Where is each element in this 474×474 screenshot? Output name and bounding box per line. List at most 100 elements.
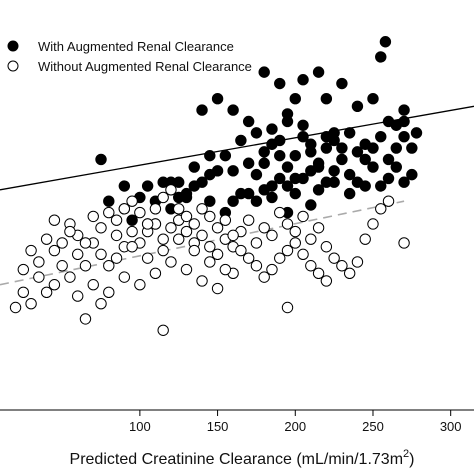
data-point-with-arc (382, 153, 395, 166)
x-tick-label: 300 (440, 419, 462, 434)
data-point-with-arc (250, 127, 263, 139)
data-point-without-arc (398, 237, 410, 249)
data-point-with-arc (289, 93, 301, 105)
data-point-with-arc (312, 184, 325, 196)
data-point-without-arc (274, 252, 286, 264)
data-point-with-arc (410, 127, 423, 139)
legend: With Augmented Renal Clearance Without Au… (7, 39, 252, 74)
data-point-without-arc (211, 248, 224, 261)
data-point-without-arc (165, 184, 177, 196)
data-point-without-arc (95, 248, 107, 261)
plot-area (0, 36, 474, 336)
data-point-with-arc (274, 149, 286, 162)
x-axis-title: Predicted Creatinine Clearance (mL/min/1… (70, 448, 415, 468)
trendline-without-arc (0, 200, 405, 286)
data-point-with-arc (367, 161, 379, 173)
data-point-without-arc (219, 263, 232, 276)
data-point-with-arc (196, 176, 208, 188)
data-point-with-arc (211, 93, 224, 105)
data-point-with-arc (359, 153, 371, 166)
data-point-without-arc (312, 267, 325, 280)
data-point-with-arc (242, 157, 255, 169)
data-point-with-arc (351, 146, 364, 158)
data-point-with-arc (343, 187, 356, 200)
x-tick-label: 250 (362, 419, 384, 434)
data-point-with-arc (266, 191, 278, 204)
data-point-with-arc (126, 214, 138, 226)
data-point-with-arc (274, 134, 286, 147)
data-point-without-arc (320, 241, 333, 253)
data-point-with-arc (103, 195, 115, 207)
data-point-with-arc (281, 161, 294, 173)
data-point-with-arc (297, 119, 309, 131)
legend-label-without-arc: Without Augmented Renal Clearance (38, 59, 252, 74)
data-point-with-arc (95, 153, 107, 166)
legend-marker-without-arc (7, 60, 19, 72)
data-point-without-arc (204, 256, 216, 268)
data-point-with-arc (274, 77, 286, 90)
data-point-without-arc (141, 252, 154, 264)
data-point-without-arc (103, 206, 115, 219)
data-point-without-arc (64, 271, 76, 283)
data-point-with-arc (305, 199, 317, 211)
data-point-without-arc (196, 229, 208, 242)
data-point-without-arc (242, 214, 255, 226)
data-point-without-arc (157, 244, 169, 257)
data-point-with-arc (141, 180, 154, 192)
x-tick-label: 200 (284, 419, 306, 434)
data-point-without-arc (48, 214, 61, 226)
data-point-without-arc (258, 271, 270, 283)
data-point-with-arc (343, 127, 356, 139)
data-point-without-arc (33, 271, 45, 283)
data-point-without-arc (157, 191, 169, 204)
data-point-with-arc (227, 165, 239, 177)
data-point-without-arc (180, 225, 193, 238)
data-point-without-arc (289, 225, 301, 238)
data-point-with-arc (375, 180, 387, 192)
data-point-without-arc (118, 203, 131, 215)
data-point-with-arc (235, 134, 247, 147)
data-point-without-arc (56, 237, 68, 249)
data-point-with-arc (250, 168, 263, 181)
data-point-with-arc (227, 195, 239, 207)
data-point-without-arc (250, 237, 263, 249)
data-point-without-arc (305, 233, 317, 245)
data-point-without-arc (351, 256, 364, 268)
x-axis: 100 150 200 250 300 (0, 409, 474, 434)
data-point-without-arc (72, 290, 84, 302)
data-point-without-arc (103, 260, 115, 272)
data-point-with-arc (359, 180, 371, 192)
series-with-arc (95, 36, 423, 230)
data-point-with-arc (390, 119, 402, 131)
data-point-without-arc (110, 252, 123, 264)
data-point-without-arc (188, 218, 200, 230)
data-point-without-arc (72, 248, 84, 261)
data-point-without-arc (40, 286, 53, 299)
data-point-without-arc (258, 222, 270, 234)
data-point-with-arc (398, 176, 410, 188)
data-point-without-arc (281, 301, 294, 314)
data-point-with-arc (289, 149, 301, 162)
data-point-without-arc (110, 214, 123, 226)
data-point-without-arc (328, 252, 340, 264)
data-point-with-arc (227, 104, 239, 116)
data-point-with-arc (211, 165, 224, 177)
data-point-without-arc (375, 203, 387, 215)
data-point-with-arc (289, 187, 301, 200)
data-point-without-arc (343, 267, 356, 280)
data-point-without-arc (110, 229, 123, 242)
data-point-with-arc (343, 168, 356, 181)
data-point-without-arc (103, 286, 115, 299)
data-point-with-arc (305, 146, 317, 158)
data-point-with-arc (367, 142, 379, 154)
data-point-with-arc (204, 195, 216, 207)
data-point-with-arc (196, 104, 208, 116)
data-point-with-arc (297, 172, 309, 185)
data-point-with-arc (320, 93, 333, 105)
series-without-arc (9, 184, 410, 336)
data-point-without-arc (79, 313, 92, 325)
data-point-with-arc (274, 172, 286, 185)
data-point-with-arc (375, 130, 387, 143)
data-point-with-arc (258, 157, 270, 169)
